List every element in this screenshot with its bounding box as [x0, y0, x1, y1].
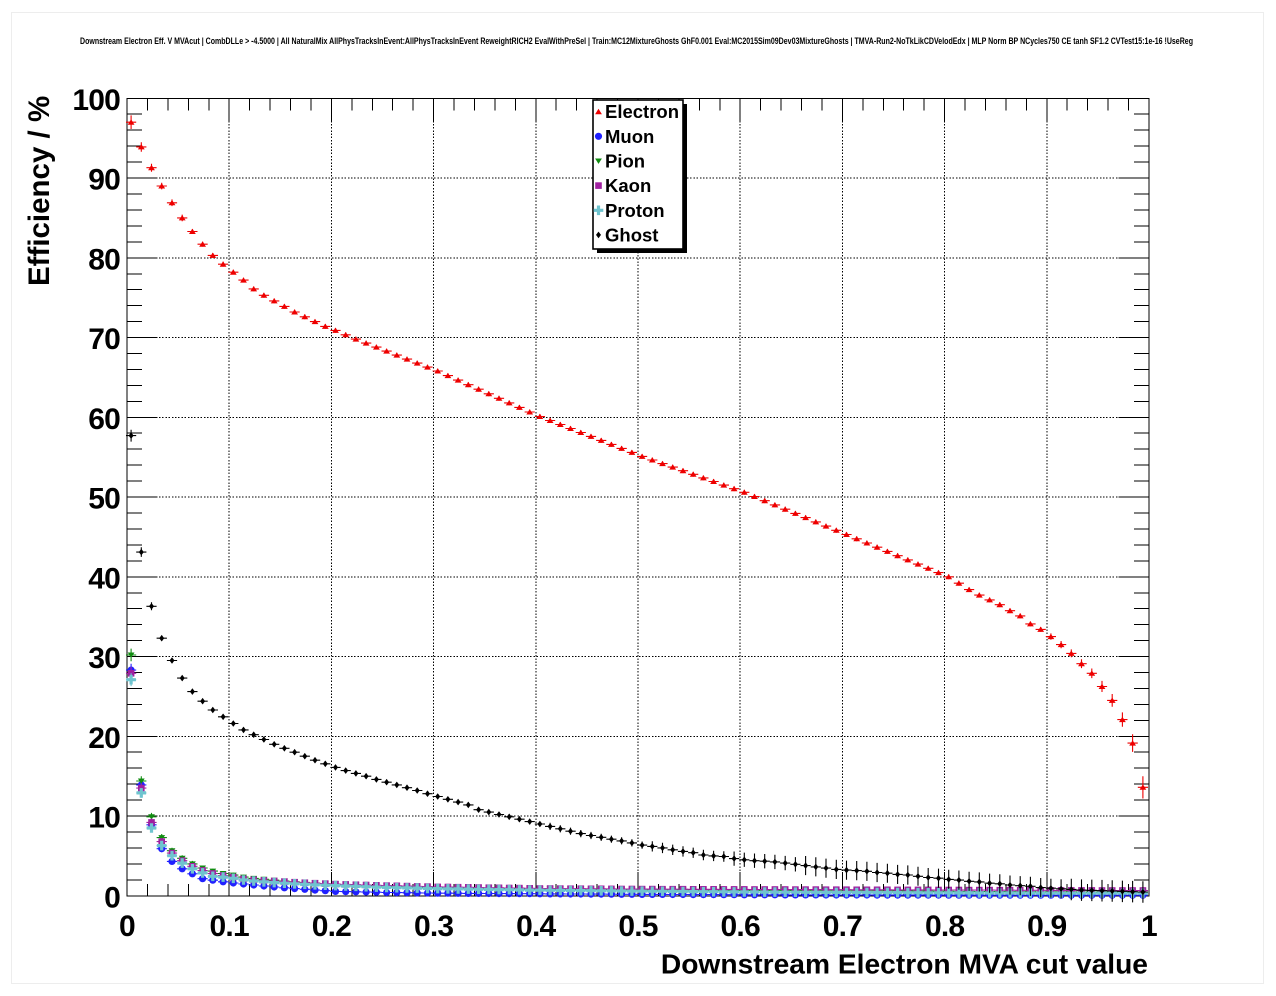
svg-text:Electron: Electron	[605, 101, 679, 122]
svg-text:60: 60	[88, 403, 120, 436]
svg-text:Pion: Pion	[605, 151, 645, 172]
svg-text:0.8: 0.8	[925, 910, 964, 943]
svg-text:100: 100	[72, 84, 120, 117]
svg-text:Muon: Muon	[605, 126, 654, 147]
svg-text:0: 0	[119, 910, 135, 943]
svg-text:0.5: 0.5	[618, 910, 657, 943]
svg-text:10: 10	[88, 802, 120, 835]
svg-text:0.7: 0.7	[823, 910, 862, 943]
svg-text:Proton: Proton	[605, 200, 665, 221]
svg-text:40: 40	[88, 562, 120, 595]
svg-text:0.6: 0.6	[721, 910, 760, 943]
svg-text:Ghost: Ghost	[605, 224, 658, 245]
svg-text:0.1: 0.1	[210, 910, 249, 943]
svg-text:0.4: 0.4	[516, 910, 556, 943]
svg-text:0.9: 0.9	[1027, 910, 1066, 943]
svg-text:90: 90	[88, 164, 120, 197]
svg-text:Efficiency / %: Efficiency / %	[23, 96, 56, 286]
svg-text:20: 20	[88, 722, 120, 755]
svg-text:80: 80	[88, 243, 120, 276]
svg-text:1: 1	[1141, 910, 1157, 943]
svg-text:0.2: 0.2	[312, 910, 351, 943]
svg-text:0: 0	[104, 881, 120, 914]
svg-text:Kaon: Kaon	[605, 175, 651, 196]
svg-text:Downstream Electron MVA cut va: Downstream Electron MVA cut value	[661, 948, 1148, 980]
svg-text:50: 50	[88, 483, 120, 516]
svg-text:30: 30	[88, 642, 120, 675]
svg-text:70: 70	[88, 323, 120, 356]
svg-text:Downstream Electron Eff. V MVA: Downstream Electron Eff. V MVAcut | Comb…	[80, 36, 1193, 47]
svg-text:0.3: 0.3	[414, 910, 453, 943]
